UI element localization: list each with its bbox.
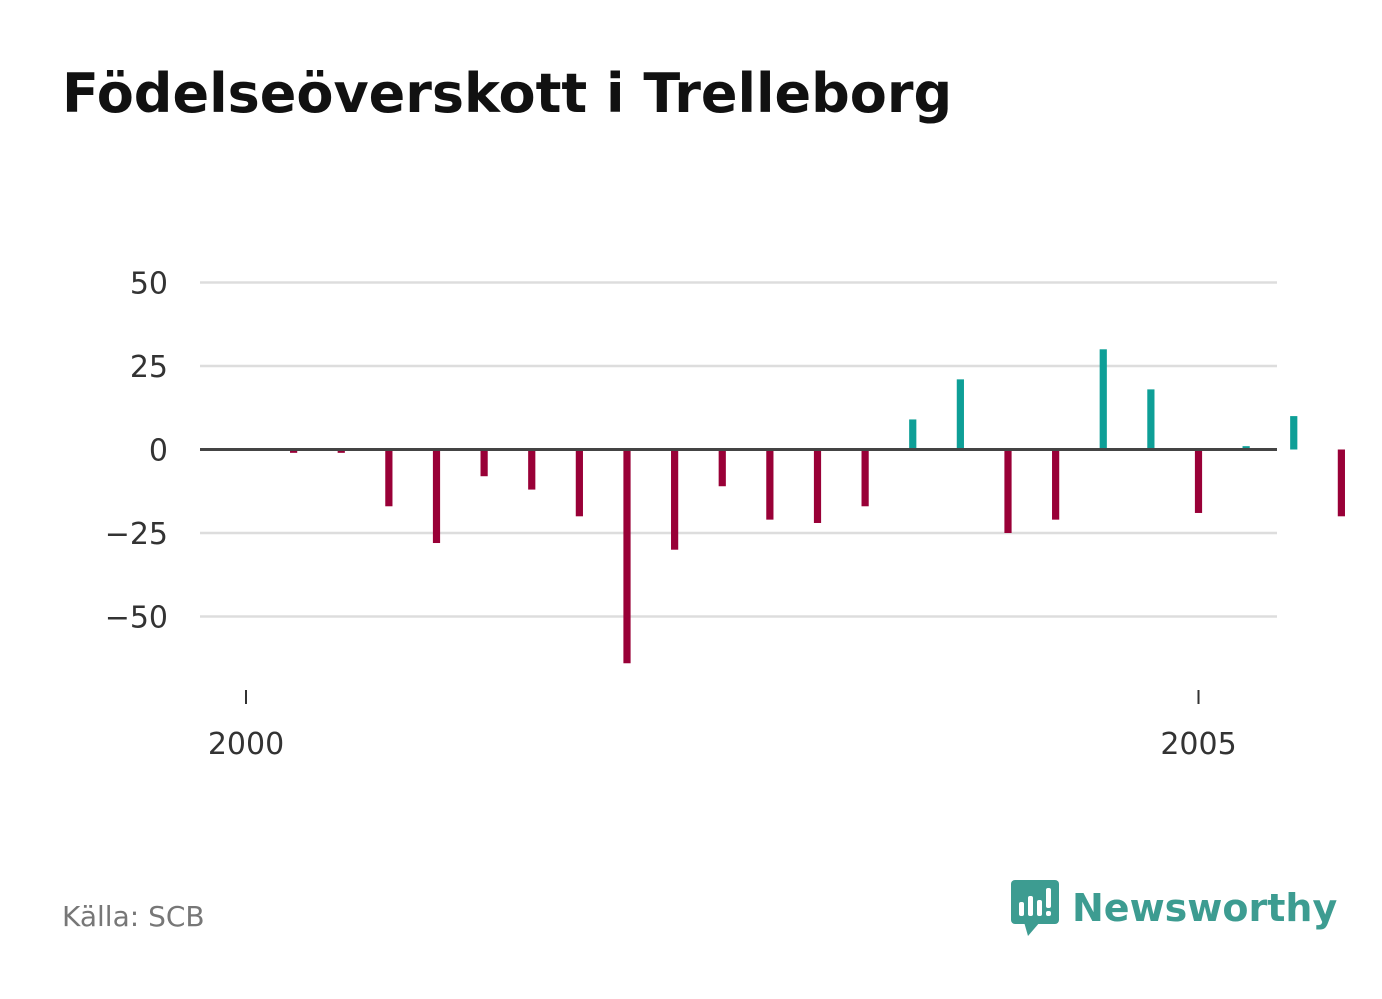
bar [1337, 449, 1345, 517]
bar [1290, 416, 1298, 450]
y-tick-label: 25 [130, 350, 168, 385]
bar [575, 449, 583, 517]
bar [909, 419, 917, 450]
chart-title: Födelseöverskott i Trelleborg [62, 62, 953, 125]
bar [718, 449, 726, 487]
bar [671, 449, 679, 550]
bar [813, 449, 822, 523]
brand-logo[interactable]: Newsworthy [1010, 878, 1337, 938]
bar [956, 379, 964, 450]
source-note: Källa: SCB [62, 900, 205, 933]
gridlines [200, 281, 1277, 618]
bar [1147, 389, 1155, 450]
bar [528, 449, 536, 490]
y-tick-label: −50 [105, 601, 168, 636]
bar [1242, 446, 1250, 450]
bar [1052, 449, 1060, 520]
bar [480, 449, 488, 477]
brand-name: Newsworthy [1072, 886, 1338, 930]
bar [1194, 449, 1203, 513]
y-axis-labels: 50 25 0 −25 −50 [105, 267, 168, 636]
bar [1099, 349, 1107, 450]
bar [861, 449, 869, 507]
bar [385, 449, 393, 507]
bar [766, 449, 774, 520]
x-tick-label: 2005 [1160, 727, 1236, 762]
bars [290, 349, 1345, 664]
bar [1004, 449, 1012, 533]
bar [337, 449, 345, 453]
bar [432, 449, 441, 544]
y-tick-label: 0 [149, 434, 168, 469]
newsworthy-logo-icon [1011, 880, 1059, 936]
y-tick-label: −25 [105, 517, 168, 552]
bar [290, 449, 298, 453]
bar [623, 449, 631, 664]
x-axis: 200020052010201520202025 [208, 690, 1237, 762]
x-tick-label: 2000 [208, 727, 284, 762]
y-tick-label: 50 [130, 267, 168, 302]
